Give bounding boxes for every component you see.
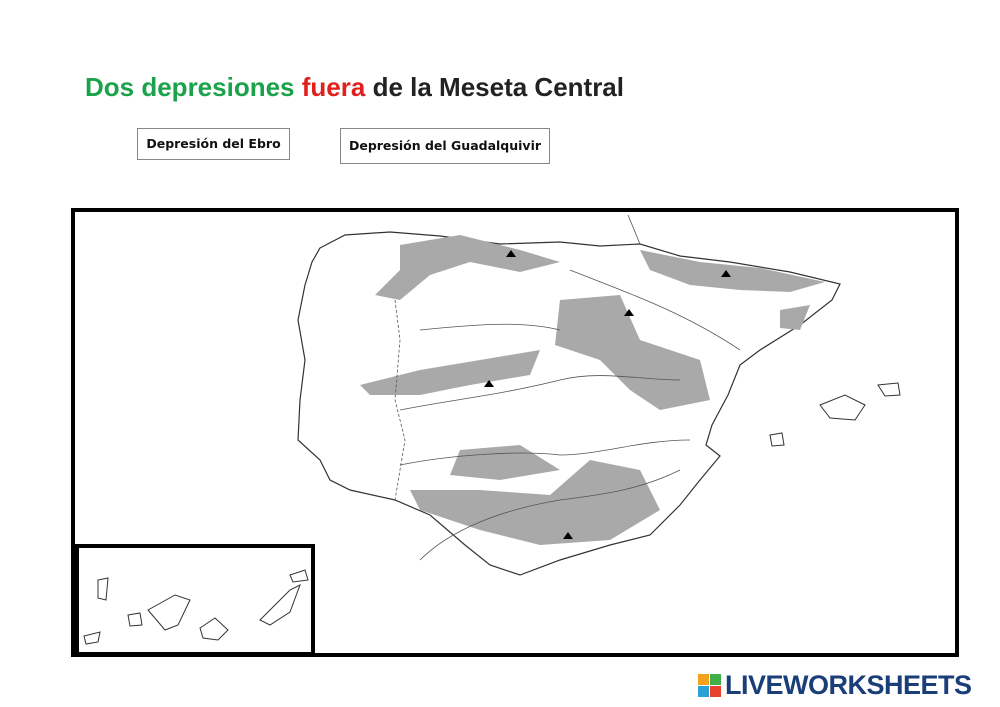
logo: LIVEWORKSHEETS xyxy=(725,670,972,700)
drag-label[interactable]: Depresión del Ebro xyxy=(137,128,290,160)
drag-label[interactable]: Depresión del Guadalquivir xyxy=(340,128,550,164)
title-part: Dos depresiones xyxy=(85,72,295,102)
logo-icon xyxy=(698,674,721,697)
title-part: fuera xyxy=(301,72,366,102)
title: Dos depresiones fuera de la Meseta Centr… xyxy=(85,72,624,103)
title-part: de la Meseta Central xyxy=(372,72,624,102)
